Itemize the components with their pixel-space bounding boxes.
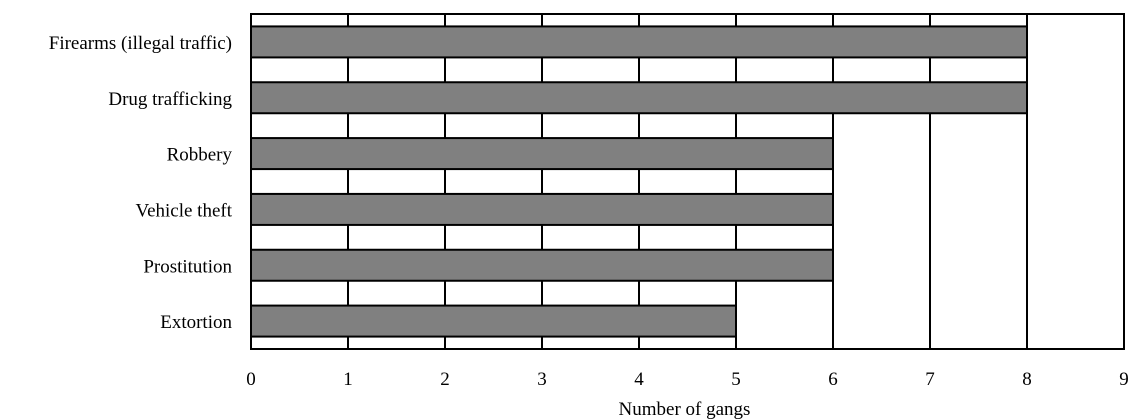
bar-3 bbox=[250, 192, 834, 226]
x-tick-labels: 0 1 2 3 4 5 6 7 8 9 bbox=[246, 369, 1129, 390]
x-tick-label: 2 bbox=[440, 369, 450, 390]
gridlines bbox=[347, 14, 1028, 349]
category-label: Firearms (illegal traffic) bbox=[49, 33, 232, 54]
x-tick-label: 3 bbox=[537, 369, 547, 390]
category-label: Robbery bbox=[167, 145, 233, 166]
category-labels: Firearms (illegal traffic) Drug trafficki… bbox=[49, 33, 233, 333]
bar-0 bbox=[250, 25, 1028, 59]
x-tick-label: 8 bbox=[1022, 369, 1032, 390]
category-label: Drug trafficking bbox=[108, 89, 232, 110]
plot-frame bbox=[250, 13, 1125, 350]
bar-1 bbox=[250, 81, 1028, 115]
bar-5 bbox=[250, 304, 737, 338]
bar-4 bbox=[250, 248, 834, 282]
x-tick-label: 1 bbox=[343, 369, 353, 390]
x-tick-label: 4 bbox=[634, 369, 644, 390]
x-tick-label: 7 bbox=[925, 369, 935, 390]
x-axis-label: Number of gangs bbox=[619, 399, 751, 420]
x-tick-label: 0 bbox=[246, 369, 256, 390]
category-label: Extortion bbox=[160, 312, 232, 333]
category-label: Vehicle theft bbox=[135, 200, 232, 221]
x-tick-label: 5 bbox=[731, 369, 741, 390]
category-label: Prostitution bbox=[143, 256, 232, 277]
x-tick-label: 9 bbox=[1119, 369, 1129, 390]
bar-2 bbox=[250, 137, 834, 171]
x-tick-label: 6 bbox=[828, 369, 838, 390]
